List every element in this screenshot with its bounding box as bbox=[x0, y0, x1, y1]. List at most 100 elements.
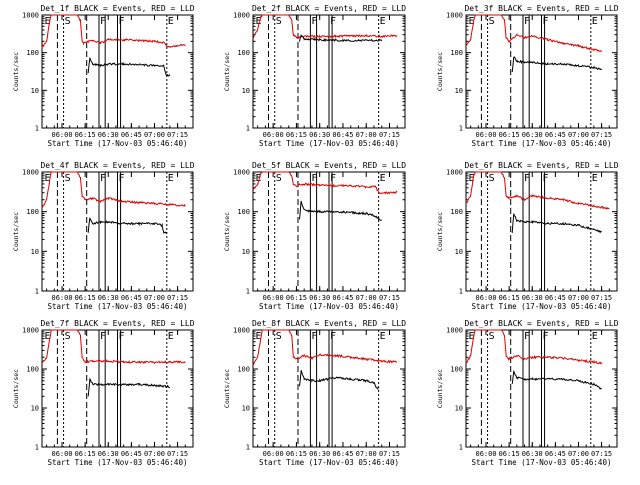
phase-marker-label: E bbox=[469, 16, 475, 27]
x-axis-label: Start Time (17-Nov-03 05:46:40) bbox=[259, 458, 399, 467]
phase-marker-label: S bbox=[65, 331, 71, 342]
x-axis-label: Start Time (17-Nov-03 05:46:40) bbox=[48, 458, 188, 467]
y-tick-label: 1000 bbox=[22, 12, 39, 20]
y-tick-label: 100 bbox=[450, 208, 463, 216]
x-axis-label: Start Time (17-Nov-03 05:46:40) bbox=[472, 458, 612, 467]
x-tick-label: 06:30 bbox=[522, 294, 543, 302]
panel-title: Det_2f BLACK = Events, RED = LLD bbox=[252, 4, 406, 13]
phase-marker-label: E bbox=[469, 173, 475, 184]
y-tick-label: 10 bbox=[242, 405, 250, 413]
x-tick-label: 06:15 bbox=[286, 294, 307, 302]
phase-marker-label: S bbox=[276, 16, 282, 27]
y-axis-label: Counts/sec bbox=[12, 212, 20, 251]
phase-marker-label: F bbox=[311, 173, 317, 184]
events-series-line bbox=[511, 370, 602, 390]
y-tick-label: 10 bbox=[455, 87, 463, 95]
phase-marker-label: S bbox=[276, 331, 282, 342]
x-tick-label: 06:00 bbox=[263, 294, 284, 302]
phase-marker-label: E bbox=[380, 173, 386, 184]
x-tick-label: 07:15 bbox=[591, 450, 612, 458]
panel-det-7: Det_7f BLACK = Events, RED = LLD 1 10 100 10… bbox=[12, 319, 195, 467]
phase-marker-label: F bbox=[330, 331, 336, 342]
x-tick-label: 06:00 bbox=[263, 131, 284, 139]
phase-marker-label: E bbox=[168, 173, 174, 184]
y-tick-label: 100 bbox=[26, 49, 39, 57]
x-tick-label: 06:30 bbox=[309, 131, 330, 139]
phase-marker-label: E bbox=[592, 331, 598, 342]
y-tick-label: 1000 bbox=[233, 327, 250, 335]
x-tick-label: 06:30 bbox=[522, 131, 543, 139]
x-tick-label: 07:15 bbox=[379, 294, 400, 302]
phase-marker-label: E bbox=[256, 173, 262, 184]
y-axis-label: Counts/sec bbox=[12, 369, 20, 408]
events-series-line bbox=[299, 34, 383, 43]
lld-series-line bbox=[465, 329, 603, 365]
x-tick-label: 06:45 bbox=[121, 294, 142, 302]
events-series-line bbox=[87, 57, 171, 77]
phase-marker-label: S bbox=[65, 16, 71, 27]
events-series-line bbox=[87, 377, 170, 397]
events-series-line bbox=[299, 200, 382, 221]
x-axis-label: Start Time (17-Nov-03 05:46:40) bbox=[48, 302, 188, 311]
phase-marker-label: E bbox=[256, 331, 262, 342]
x-tick-label: 06:15 bbox=[499, 131, 520, 139]
phase-marker-label: F bbox=[543, 16, 549, 27]
x-axis-label: Start Time (17-Nov-03 05:46:40) bbox=[472, 302, 612, 311]
y-tick-label: 1 bbox=[35, 288, 39, 296]
phase-marker-label: S bbox=[489, 331, 495, 342]
y-tick-label: 1 bbox=[459, 288, 463, 296]
x-tick-label: 06:00 bbox=[51, 450, 72, 458]
x-tick-label: 07:00 bbox=[356, 131, 377, 139]
x-tick-label: 07:00 bbox=[356, 294, 377, 302]
phase-marker-label: F bbox=[100, 331, 106, 342]
phase-marker-label: F bbox=[119, 331, 125, 342]
x-tick-label: 06:45 bbox=[545, 450, 566, 458]
y-axis-label: Counts/sec bbox=[223, 212, 231, 251]
phase-marker-label: E bbox=[256, 16, 262, 27]
x-tick-label: 06:15 bbox=[499, 450, 520, 458]
y-axis-label: Counts/sec bbox=[12, 52, 20, 91]
x-tick-label: 06:00 bbox=[51, 294, 72, 302]
phase-marker-label: E bbox=[592, 173, 598, 184]
y-tick-label: 1 bbox=[246, 125, 250, 133]
panel-title: Det_7f BLACK = Events, RED = LLD bbox=[40, 319, 194, 328]
x-tick-label: 07:00 bbox=[568, 294, 589, 302]
lld-series-line bbox=[252, 329, 398, 366]
events-series-line bbox=[87, 217, 168, 234]
x-tick-label: 06:45 bbox=[121, 131, 142, 139]
y-tick-label: 1000 bbox=[22, 169, 39, 177]
y-axis-label: Counts/sec bbox=[223, 369, 231, 408]
phase-marker-label: F bbox=[119, 173, 125, 184]
phase-marker-label: E bbox=[380, 16, 386, 27]
y-tick-label: 100 bbox=[237, 366, 250, 374]
lld-series-line bbox=[41, 329, 186, 365]
panel-title: Det_6f BLACK = Events, RED = LLD bbox=[464, 161, 618, 170]
x-axis-label: Start Time (17-Nov-03 05:46:40) bbox=[48, 139, 188, 148]
x-tick-label: 07:00 bbox=[568, 131, 589, 139]
x-tick-label: 07:15 bbox=[379, 131, 400, 139]
x-tick-label: 06:00 bbox=[475, 131, 496, 139]
phase-marker-label: E bbox=[45, 331, 51, 342]
y-axis-label: Counts/sec bbox=[436, 212, 444, 251]
phase-marker-label: S bbox=[65, 173, 71, 184]
x-tick-label: 06:45 bbox=[545, 131, 566, 139]
y-tick-label: 10 bbox=[31, 405, 39, 413]
y-tick-label: 10 bbox=[31, 87, 39, 95]
y-tick-label: 10 bbox=[455, 248, 463, 256]
x-tick-label: 06:30 bbox=[98, 131, 119, 139]
x-tick-label: 06:45 bbox=[332, 450, 353, 458]
phase-marker-label: F bbox=[330, 16, 336, 27]
y-tick-label: 100 bbox=[450, 49, 463, 57]
phase-marker-label: F bbox=[330, 173, 336, 184]
x-axis-label: Start Time (17-Nov-03 05:46:40) bbox=[472, 139, 612, 148]
panel-title: Det_1f BLACK = Events, RED = LLD bbox=[40, 4, 194, 13]
panel-det-3: Det_3f BLACK = Events, RED = LLD 1 10 100 10… bbox=[436, 4, 619, 148]
phase-marker-label: F bbox=[543, 173, 549, 184]
y-tick-label: 1 bbox=[459, 125, 463, 133]
panel-det-8: Det_8f BLACK = Events, RED = LLD 1 10 100 10… bbox=[223, 319, 406, 467]
phase-marker-label: E bbox=[45, 173, 51, 184]
panel-title: Det_5f BLACK = Events, RED = LLD bbox=[252, 161, 406, 170]
x-tick-label: 06:30 bbox=[98, 450, 119, 458]
x-tick-label: 06:15 bbox=[75, 294, 96, 302]
